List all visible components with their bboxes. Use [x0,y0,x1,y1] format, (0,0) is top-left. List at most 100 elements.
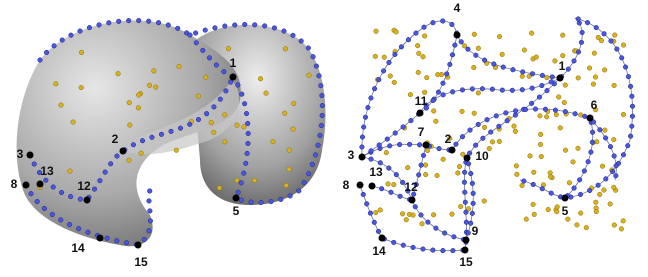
semilandmark [245,121,250,126]
semilandmark [218,97,223,102]
landmark [379,235,386,242]
semilandmark [463,200,468,205]
semilandmark [194,40,199,45]
semilandmark [470,181,475,186]
semilandmark [148,219,153,224]
landmark [37,181,44,188]
semilandmark [462,180,467,185]
semilandmark [242,22,247,27]
semilandmark [529,101,534,106]
semilandmark [584,225,589,230]
semilandmark [560,53,565,58]
semilandmark [394,30,399,35]
semilandmark [409,118,414,123]
semilandmark [571,160,576,165]
semilandmark [196,117,201,122]
semilandmark [127,100,132,105]
semilandmark [116,71,121,76]
landmark-label: 8 [11,177,18,191]
semilandmark [579,40,584,45]
semilandmark [578,211,583,216]
semilandmark [576,50,581,55]
semilandmark [407,142,412,147]
semilandmark [612,223,617,228]
semilandmark [612,83,617,88]
semilandmark [520,183,525,188]
semilandmark [372,86,377,91]
semilandmark [235,178,240,183]
semilandmark [318,133,323,138]
semilandmark [196,94,201,99]
semilandmark [244,111,249,116]
semilandmark [373,54,378,59]
semilandmark [92,187,97,192]
semilandmark [241,171,246,176]
landmark-label: 5 [233,204,240,218]
semilandmark [482,125,487,130]
landmark-label: 1 [559,59,566,73]
landmark [409,197,416,204]
semilandmark [530,86,535,91]
semilandmark [614,163,619,168]
semilandmark [555,205,560,210]
semilandmark [151,69,156,74]
semilandmark [416,173,421,178]
semilandmark [223,24,228,29]
semilandmark [431,213,436,218]
semilandmark [578,192,583,197]
semilandmark [490,87,495,92]
semilandmark [426,220,431,225]
semilandmark [510,88,515,93]
semilandmark [531,202,536,207]
semilandmark [422,34,427,39]
semilandmark [419,163,424,168]
landmark-label: 14 [372,244,386,258]
semilandmark [522,48,527,53]
semilandmark [520,74,525,79]
landmark [120,148,127,155]
semilandmark [563,83,568,88]
landmark [23,182,30,189]
semilandmark [625,143,630,148]
semilandmark [87,25,92,30]
semilandmark [236,83,241,88]
semilandmark [369,96,374,101]
semilandmark [139,151,144,156]
semilandmark [272,26,277,31]
landmark [557,75,564,82]
semilandmark [500,52,505,57]
landmark-label: 8 [343,178,350,192]
semilandmark [78,197,83,202]
semilandmark [376,77,381,82]
semilandmark [471,201,476,206]
semilandmark [450,22,455,27]
semilandmark [406,37,411,42]
semilandmark [593,200,598,205]
landmark [562,195,569,202]
semilandmark [245,151,250,156]
semilandmark [228,80,233,85]
landmark-label: 10 [475,149,489,163]
semilandmark [377,143,382,148]
landmark-label: 14 [71,241,85,255]
semilandmark [540,83,545,88]
semilandmark [200,48,205,53]
semilandmark [213,26,218,31]
semilandmark [376,229,381,234]
semilandmark [288,194,293,199]
semilandmark [252,23,257,28]
semilandmark [296,189,301,194]
semilandmark [381,69,386,74]
semilandmark [386,182,391,187]
semilandmark [512,124,517,129]
semilandmark [474,53,479,58]
semilandmark [421,54,426,59]
semilandmark [500,88,505,93]
landmark-label: 3 [348,148,355,162]
landmark [84,197,91,204]
semilandmark [262,24,267,29]
semilandmark [522,179,527,184]
semilandmark [387,60,392,65]
landmark-label: 6 [591,98,598,112]
semilandmark [269,199,274,204]
